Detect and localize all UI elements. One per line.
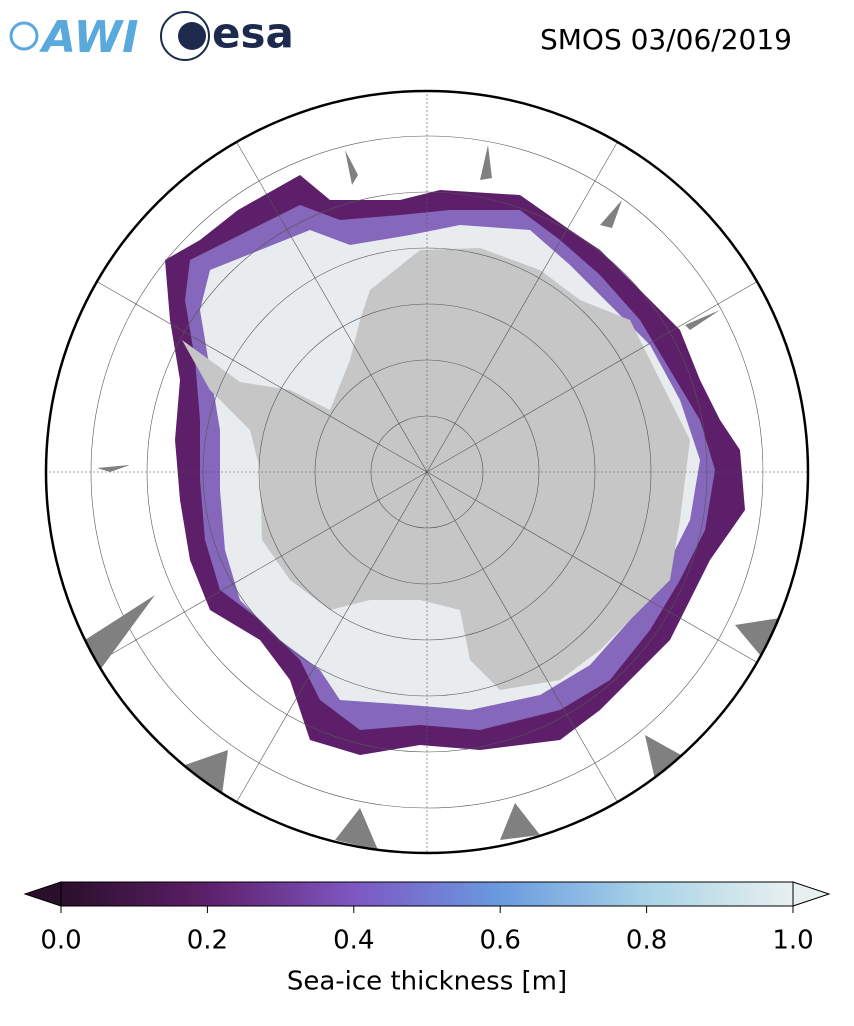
colorbar-label: Sea-ice thickness [m] [287,967,567,997]
graticule [46,91,808,853]
colorbar-tick-label: 1.0 [772,926,813,956]
map-frame [44,89,810,855]
colorbar-ramp [60,881,794,907]
esa-icon [160,11,210,61]
colorbar-tick-label: 0.4 [333,926,374,956]
colorbar-tick-label: 0.0 [40,926,81,956]
esa-icon-inner [178,22,206,50]
antarctica [182,248,690,690]
colorbar-extend-max [792,881,831,907]
colorbar-extend-min [23,881,62,907]
colorbar-tick-label: 0.8 [626,926,667,956]
colorbar-tick-label: 0.2 [187,926,228,956]
esa-logo: esa [212,9,294,58]
awi-logo: AWI [39,12,139,63]
colorbar [23,881,831,913]
map [46,91,808,853]
awi-icon [9,21,39,51]
colorbar-tick-label: 0.6 [480,926,521,956]
land-fragments [85,145,780,850]
title: SMOS 03/06/2019 [540,23,792,56]
logos: AWI esa [9,9,294,63]
